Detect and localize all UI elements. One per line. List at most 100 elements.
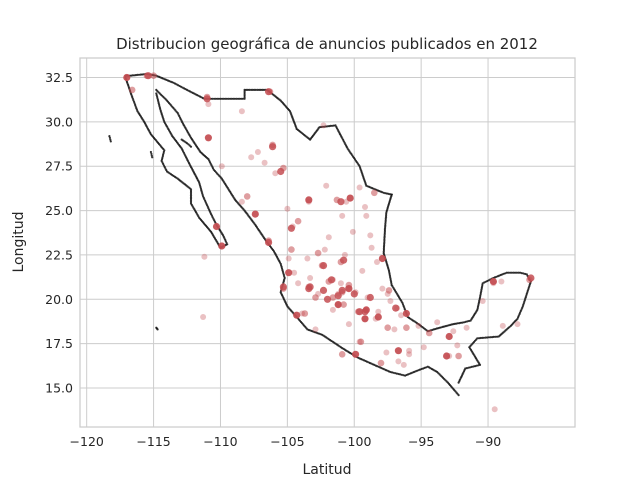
ad-point [402,309,410,318]
outline-point [240,97,243,100]
ad-point [200,314,207,320]
ad-point [201,253,208,260]
outline-point [477,337,481,340]
outline-point [189,189,193,192]
outline-point [211,97,214,100]
outline-point [221,97,224,100]
outline-point [189,202,193,205]
outline-point [137,73,141,76]
x-tick-label: −100 [337,434,371,449]
ad-point [366,293,374,302]
outline-point [492,335,495,338]
ad-point [357,338,365,346]
ad-point [514,321,521,328]
ad-point [320,122,327,129]
ad-point [377,359,385,367]
ad-point [312,326,319,333]
outline-point [457,381,460,384]
ad-point [352,350,360,358]
outline-point [520,272,523,275]
plot-frame [79,57,576,428]
outline-point [150,152,153,155]
ad-point [378,254,386,263]
ad-point [288,246,295,253]
outline-point [519,271,522,274]
ad-point [305,196,313,204]
ad-point [325,234,332,241]
ad-point [265,88,273,96]
outline-point [402,374,405,377]
outline-point [251,88,254,91]
outline-point [222,97,225,100]
x-tick-label: −90 [475,434,501,449]
outline-point [496,335,499,338]
ad-point [334,301,342,309]
ad-point [374,313,382,321]
ad-point [425,329,433,337]
outline-point [384,225,387,228]
outline-point [383,236,386,239]
outline-point [384,217,387,220]
ad-point [294,217,302,225]
plot-marks [108,72,535,413]
ad-point [238,108,245,115]
ad-point [205,101,212,108]
ad-point [392,304,400,312]
ad-point [387,298,394,304]
ad-point [340,301,347,308]
outline-point [133,74,136,77]
ad-point [361,308,369,316]
outline-point [233,97,236,100]
ad-point [323,295,332,303]
outline-point [238,97,241,100]
outline-point [384,222,387,225]
ad-point [361,315,369,323]
ad-point [319,262,328,270]
x-axis-label: Latitud [302,462,351,478]
ad-point [406,347,413,354]
ad-point [400,361,407,368]
ad-point [123,73,131,82]
outline-point [320,125,323,129]
outline-point [156,328,159,331]
ad-point [334,292,342,300]
outline-point [482,336,485,339]
ad-point [291,269,298,276]
outline-point [326,125,329,128]
outline-point [383,242,386,245]
outline-point [487,336,490,339]
ad-point [371,189,378,197]
ad-point [445,332,453,341]
outline-point [256,88,259,91]
outline-point [230,97,233,100]
outline-point [237,97,240,100]
x-tick-label: −115 [136,434,170,449]
ad-point [454,342,461,349]
outline-point [384,220,387,223]
outline-point [323,125,326,128]
outline-point [259,88,262,91]
ad-point [295,280,302,287]
ad-point [349,228,356,235]
x-tick-label: −95 [408,434,434,449]
outline-point [246,88,249,91]
outline-point [243,88,246,91]
outline-point [189,196,193,199]
ad-point [248,154,255,161]
y-tick-label: 27.5 [45,159,73,174]
outline-point [383,239,386,242]
y-axis-label: Longitud [11,211,27,272]
outline-point [383,233,386,236]
y-tick-label: 17.5 [45,336,73,351]
ad-point [450,328,457,335]
ad-point [350,290,358,298]
ad-point [285,269,293,277]
ad-point [329,294,337,301]
ad-point [434,319,441,326]
ad-point [375,308,382,315]
ad-point [383,349,390,356]
ad-point [314,249,322,257]
ad-point [403,324,410,332]
outline-point [261,88,264,91]
ad-point [356,184,363,191]
